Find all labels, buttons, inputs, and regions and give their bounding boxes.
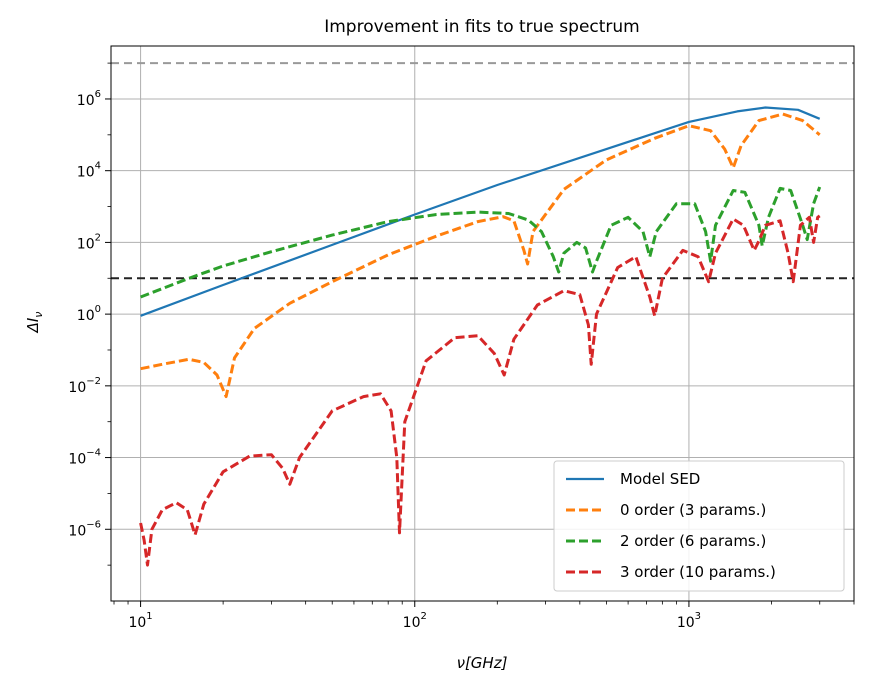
x-tick-base: 10 — [128, 615, 146, 631]
y-tick-exponent: −4 — [86, 448, 101, 459]
series-line-1 — [140, 112, 821, 399]
y-tick-exponent: −2 — [86, 376, 101, 387]
series-line-2 — [140, 186, 822, 299]
legend-box — [553, 460, 845, 592]
x-tick-base: 10 — [677, 615, 695, 631]
x-tick-exponent: 3 — [695, 611, 701, 622]
y-tick-label: 102 — [77, 232, 101, 252]
reference-lines — [111, 62, 854, 280]
x-tick-exponent: 1 — [146, 611, 152, 622]
y-tick-label: 104 — [77, 161, 101, 181]
y-tick-base: 10 — [77, 93, 95, 109]
x-tick-exponent: 2 — [420, 611, 426, 622]
y-tick-exponent: 6 — [95, 89, 101, 100]
series-layer — [139, 106, 822, 567]
y-tick-base: 10 — [77, 165, 95, 181]
axes-frame — [110, 45, 855, 602]
x-tick-label: 103 — [677, 611, 701, 631]
legend-label: 2 order (6 params.) — [620, 532, 766, 550]
x-tick-label: 102 — [403, 611, 427, 631]
y-axis-label-text: ΔI — [24, 317, 42, 333]
x-tick-base: 10 — [403, 615, 421, 631]
y-tick-label: 106 — [77, 89, 101, 109]
y-tick-exponent: 4 — [95, 161, 101, 172]
y-tick-base: 10 — [68, 380, 86, 396]
y-axis-label: ΔIν — [24, 312, 45, 334]
legend: Model SED 0 order (3 params.) 2 order (6 p… — [553, 460, 845, 592]
x-axis-label: ν[GHz] — [457, 654, 508, 672]
series-line-0 — [140, 106, 821, 317]
y-tick-label: 10−4 — [68, 448, 101, 468]
y-tick-exponent: −6 — [86, 519, 101, 530]
grid — [111, 46, 854, 601]
series-line-3 — [139, 214, 821, 567]
legend-label: 3 order (10 params.) — [620, 563, 776, 581]
y-tick-label: 100 — [77, 304, 101, 324]
y-tick-base: 10 — [68, 452, 86, 468]
legend-label: Model SED — [620, 470, 700, 488]
y-tick-base: 10 — [68, 523, 86, 539]
y-tick-base: 10 — [77, 308, 95, 324]
y-tick-exponent: 2 — [95, 232, 101, 243]
y-tick-label: 10−6 — [68, 519, 101, 539]
y-tick-base: 10 — [77, 236, 95, 252]
x-axis-label-text: ν[GHz] — [457, 654, 508, 672]
y-axis-label-subscript: ν — [32, 312, 45, 318]
y-tick-label: 10−2 — [68, 376, 101, 396]
x-tick-label: 101 — [128, 611, 152, 631]
legend-label: 0 order (3 params.) — [620, 501, 766, 519]
chart-title: Improvement in fits to true spectrum — [324, 17, 640, 37]
y-tick-exponent: 0 — [95, 304, 101, 315]
